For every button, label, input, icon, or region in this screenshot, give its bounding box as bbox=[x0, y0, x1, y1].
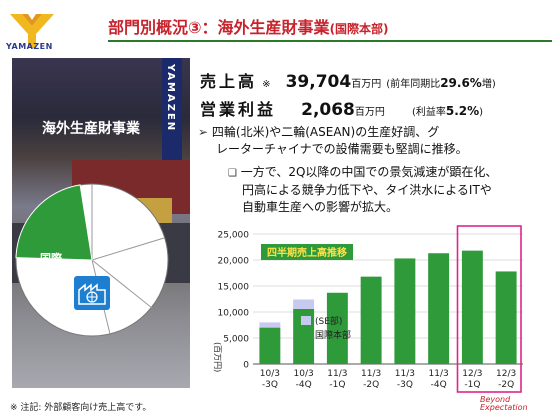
main-bullet-line1: 四輪(北米)や二輪(ASEAN)の生産好調、グ bbox=[211, 125, 440, 139]
op-unit: 百万円 bbox=[354, 107, 385, 118]
segment-share-pie bbox=[15, 183, 169, 337]
bar-international bbox=[259, 327, 281, 364]
main-bullet: ➢ 四輪(北米)や二輪(ASEAN)の生産好調、グ レーターチャイナでの設備需要… bbox=[198, 124, 548, 158]
bar-international bbox=[495, 271, 517, 364]
bar-se bbox=[259, 322, 281, 328]
x-tick-label: 11/3 bbox=[361, 369, 381, 379]
sub-bullet-line2: 円高による競争力低下や、タイ洪水によるITや bbox=[242, 183, 492, 197]
bar-se bbox=[293, 299, 315, 309]
sales-value: 39,704 bbox=[285, 72, 352, 92]
legend-swatch-international bbox=[301, 330, 311, 339]
legend-label-international: 国際本部 bbox=[315, 329, 351, 341]
bar-international bbox=[360, 276, 382, 364]
highlight-box bbox=[456, 225, 522, 393]
logo-text: YAMAZEN bbox=[6, 42, 53, 51]
y-tick-label: 15,000 bbox=[218, 283, 250, 293]
chart-title-box bbox=[261, 244, 353, 260]
sub-bullet-line1: 一方で、2Q以降の中国での景気減速が顕在化、 bbox=[240, 165, 498, 179]
y-tick-label: 20,000 bbox=[218, 257, 250, 267]
x-tick-label: 11/3 bbox=[395, 369, 415, 379]
bar-international bbox=[394, 258, 416, 364]
x-tick-label: -3Q bbox=[397, 380, 413, 390]
bar-international bbox=[461, 250, 483, 364]
legend-label-se: (SE部) bbox=[315, 315, 342, 327]
x-tick-label: -2Q bbox=[363, 380, 379, 390]
pie-label-value: 22.0 bbox=[40, 266, 68, 279]
y-tick-label: 5,000 bbox=[223, 335, 249, 345]
legend-swatch-se bbox=[301, 316, 311, 325]
x-tick-label: 11/3 bbox=[429, 369, 449, 379]
sales-note: (前年同期比29.6%増) bbox=[386, 76, 496, 90]
quarterly-sales-chart: 25,00020,00015,00010,0005,000010/3-3Q10/… bbox=[213, 225, 523, 393]
pie-slice-international bbox=[15, 184, 93, 261]
photo-tower: YAMAZEN bbox=[162, 58, 182, 168]
op-note: (利益率5.2%) bbox=[411, 104, 484, 118]
x-tick-label: -1Q bbox=[329, 380, 345, 390]
chart-title: 四半期売上高推移 bbox=[267, 246, 347, 259]
sub-bullet: ❑ 一方で、2Q以降の中国での景気減速が顕在化、 円高による競争力低下や、タイ洪… bbox=[228, 164, 548, 216]
x-tick-label: 10/3 bbox=[294, 369, 314, 379]
x-tick-label: 12/3 bbox=[496, 369, 516, 379]
sub-bullet-line3: 自動車生産への影響が拡大。 bbox=[242, 200, 399, 214]
y-tick-label: 10,000 bbox=[218, 309, 250, 319]
sub-bullet-marker: ❑ bbox=[228, 168, 237, 179]
pie-label: 国際 22.0 bbox=[40, 250, 67, 279]
title-divider bbox=[108, 40, 552, 42]
y-tick-label: 0 bbox=[243, 361, 249, 371]
x-tick-label: 11/3 bbox=[327, 369, 347, 379]
sales-unit: 百万円 bbox=[351, 79, 382, 90]
operating-profit-kpi: 営業利益 2,068百万円 (利益率5.2%) bbox=[200, 96, 483, 120]
x-tick-label: -4Q bbox=[296, 380, 312, 390]
op-value: 2,068 bbox=[301, 100, 355, 120]
y-tick-label: 25,000 bbox=[218, 231, 250, 241]
x-tick-label: 10/3 bbox=[260, 369, 280, 379]
bar-international bbox=[326, 292, 348, 364]
x-tick-label: -4Q bbox=[431, 380, 447, 390]
beyond-expectation-logo: Beyond Expectation bbox=[480, 395, 528, 412]
main-bullet-line2: レーターチャイナでの設備需要も堅調に推移。 bbox=[216, 142, 468, 156]
page-title: 部門別概況③：海外生産財事業(国際本部) bbox=[108, 18, 389, 37]
x-tick-label: -3Q bbox=[262, 380, 278, 390]
footnote: ※ 注記: 外部顧客向け売上高です。 bbox=[10, 403, 152, 413]
tower-text: YAMAZEN bbox=[165, 64, 176, 133]
sales-label: 売上高 bbox=[200, 72, 258, 91]
x-tick-label: -2Q bbox=[498, 380, 514, 390]
sales-mark: ※ bbox=[262, 79, 271, 90]
pie-dividers bbox=[91, 184, 165, 335]
op-label: 営業利益 bbox=[200, 100, 277, 119]
bar-international bbox=[428, 253, 450, 364]
photo-caption: 海外生産財事業 bbox=[42, 121, 140, 137]
x-tick-label: -1Q bbox=[464, 380, 480, 390]
y-axis-label: (百万円) bbox=[213, 342, 222, 372]
yamazen-logo bbox=[10, 14, 54, 48]
pie-label-name: 国際 bbox=[40, 252, 62, 265]
main-bullet-marker: ➢ bbox=[198, 125, 209, 139]
factory-globe-icon bbox=[74, 276, 110, 310]
sales-kpi: 売上高 ※ 39,704百万円 (前年同期比29.6%増) bbox=[200, 68, 496, 92]
x-tick-label: 12/3 bbox=[462, 369, 482, 379]
